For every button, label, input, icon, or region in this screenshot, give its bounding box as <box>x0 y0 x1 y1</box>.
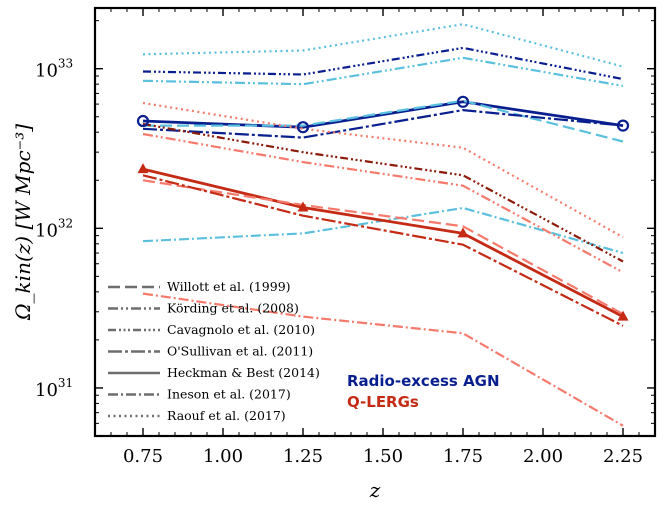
y-tick-label: 1031 <box>35 376 73 401</box>
series-line-radio-excess-agn-o-sullivan-et-al-2011 <box>142 108 624 139</box>
series-line-q-lergs-raouf-et-al-2017 <box>142 101 624 239</box>
data-point-q-lergs-heckman-best-2014 <box>457 227 469 238</box>
legend-label: Körding et al. (2008) <box>167 301 299 316</box>
x-axis-label: z <box>369 478 381 502</box>
data-point-radio-excess-agn-heckman-best-2014 <box>456 95 470 108</box>
x-tick-label: 1.00 <box>203 446 243 467</box>
x-tick-label: 2.00 <box>523 446 563 467</box>
series-line-q-lergs-cavagnolo-et-al-2010 <box>142 122 624 263</box>
group-label-q-lergs: Q-LERGs <box>347 393 419 411</box>
series-line-radio-excess-agn-heckman-best-2014 <box>142 100 624 129</box>
legend-label: Heckman & Best (2014) <box>167 365 320 380</box>
legend: Willott et al. (1999) Körding et al. (200… <box>108 279 320 423</box>
ticks-layer: 0.75 1.00 1.25 1.50 1.75 2.00 2.25 1031 1032 1033 <box>35 8 656 467</box>
series-line-q-lergs-o-sullivan-et-al-2011 <box>142 174 624 327</box>
data-point-radio-excess-agn-heckman-best-2014 <box>616 119 630 132</box>
legend-label: Willott et al. (1999) <box>167 279 291 294</box>
series-line-q-lergs-ineson-et-al-2017 <box>142 292 624 427</box>
data-point-radio-excess-agn-heckman-best-2014 <box>136 114 150 128</box>
data-point-q-lergs-heckman-best-2014 <box>137 163 149 174</box>
plot-frame <box>93 6 657 438</box>
y-tick-label: 1032 <box>35 216 73 241</box>
group-label-radio-excess: Radio-excess AGN <box>347 372 500 390</box>
y-tick-label: 1033 <box>35 57 73 82</box>
legend-label: Ineson et al. (2017) <box>167 387 291 402</box>
series-line-q-lergs-willott-et-al-1999 <box>142 179 624 316</box>
y-axis-label: Ω_kin(z) [W Mpc⁻³] <box>11 124 35 321</box>
legend-label: Raouf et al. (2017) <box>167 408 286 423</box>
x-tick-label: 2.25 <box>603 446 643 467</box>
series-line-q-lergs-k-rding-et-al-2008 <box>142 132 624 274</box>
x-tick-label: 1.75 <box>443 446 483 467</box>
data-point-q-lergs-heckman-best-2014 <box>297 201 309 212</box>
series-layer <box>142 23 624 427</box>
series-line-q-lergs-heckman-best-2014 <box>142 167 624 318</box>
series-line-radio-excess-agn-cavagnolo-et-al-2010 <box>142 46 624 81</box>
x-tick-label: 1.25 <box>283 446 323 467</box>
legend-label: Cavagnolo et al. (2010) <box>167 322 315 337</box>
data-point-q-lergs-heckman-best-2014 <box>617 310 629 321</box>
data-point-radio-excess-agn-heckman-best-2014 <box>296 121 310 134</box>
markers-layer <box>136 95 630 321</box>
x-tick-label: 1.50 <box>363 446 403 467</box>
legend-label: O'Sullivan et al. (2011) <box>167 344 313 359</box>
series-line-radio-excess-agn-willott-et-al-1999 <box>143 99 624 143</box>
x-tick-label: 0.75 <box>123 446 163 467</box>
